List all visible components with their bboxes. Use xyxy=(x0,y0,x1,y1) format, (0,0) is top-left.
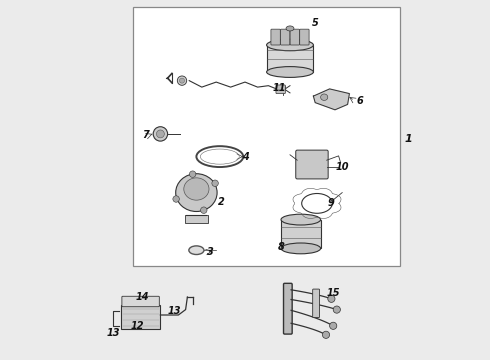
Ellipse shape xyxy=(281,243,320,254)
Circle shape xyxy=(190,171,196,177)
Text: 13: 13 xyxy=(168,306,182,316)
FancyBboxPatch shape xyxy=(300,29,309,45)
FancyBboxPatch shape xyxy=(271,29,280,45)
Text: 4: 4 xyxy=(242,152,248,162)
Ellipse shape xyxy=(184,178,209,200)
Circle shape xyxy=(212,180,219,186)
Text: 15: 15 xyxy=(326,288,340,298)
FancyBboxPatch shape xyxy=(281,220,320,248)
Circle shape xyxy=(156,130,164,138)
Circle shape xyxy=(330,322,337,329)
Ellipse shape xyxy=(267,67,314,77)
Ellipse shape xyxy=(281,214,320,225)
Text: 8: 8 xyxy=(278,242,284,252)
Circle shape xyxy=(280,85,285,90)
Circle shape xyxy=(153,127,168,141)
Text: 9: 9 xyxy=(328,198,335,208)
FancyBboxPatch shape xyxy=(276,85,285,94)
Ellipse shape xyxy=(286,26,294,31)
Circle shape xyxy=(173,196,179,202)
Ellipse shape xyxy=(320,94,328,100)
Text: 3: 3 xyxy=(207,247,214,257)
Circle shape xyxy=(322,331,330,338)
Circle shape xyxy=(200,207,207,213)
Polygon shape xyxy=(314,89,349,110)
FancyBboxPatch shape xyxy=(296,150,328,179)
Circle shape xyxy=(179,78,185,83)
FancyBboxPatch shape xyxy=(313,289,319,318)
Text: 10: 10 xyxy=(336,162,349,172)
FancyBboxPatch shape xyxy=(185,215,208,223)
FancyBboxPatch shape xyxy=(284,283,292,334)
FancyBboxPatch shape xyxy=(122,296,159,307)
Ellipse shape xyxy=(267,39,314,51)
Circle shape xyxy=(333,306,341,313)
Circle shape xyxy=(177,76,187,85)
Ellipse shape xyxy=(189,246,204,255)
FancyBboxPatch shape xyxy=(133,7,400,266)
FancyBboxPatch shape xyxy=(290,29,299,45)
Text: 5: 5 xyxy=(312,18,318,28)
FancyBboxPatch shape xyxy=(267,45,314,72)
Text: 2: 2 xyxy=(218,197,225,207)
Ellipse shape xyxy=(176,174,217,211)
Text: 13: 13 xyxy=(107,328,121,338)
Text: 12: 12 xyxy=(130,321,144,331)
FancyBboxPatch shape xyxy=(121,305,160,329)
Text: 14: 14 xyxy=(136,292,149,302)
Text: 6: 6 xyxy=(357,96,364,106)
Text: 1: 1 xyxy=(405,134,413,144)
Text: 7: 7 xyxy=(143,130,149,140)
FancyBboxPatch shape xyxy=(280,29,290,45)
Circle shape xyxy=(328,295,335,302)
Text: 11: 11 xyxy=(272,83,286,93)
